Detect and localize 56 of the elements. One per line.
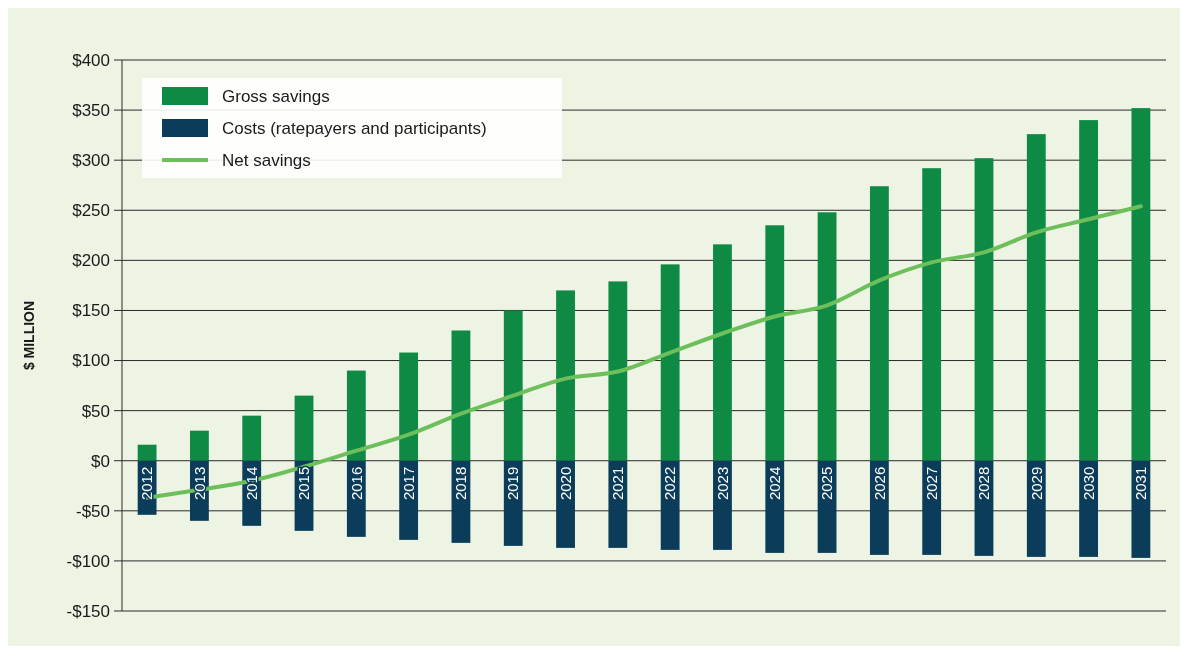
bar	[974, 158, 994, 461]
bar	[190, 430, 209, 461]
bar	[294, 395, 314, 461]
x-tick-label: 2015	[295, 466, 313, 501]
x-tick-label: 2026	[870, 466, 888, 501]
x-tick-label: 2020	[556, 466, 574, 501]
bar	[556, 290, 575, 461]
y-tick-label: $200	[72, 251, 110, 271]
x-tick-label: 2025	[818, 466, 836, 501]
x-tick-label: 2031	[1132, 466, 1150, 501]
y-tick-label: $0	[91, 451, 110, 471]
bar	[660, 264, 680, 461]
y-tick-label: $400	[72, 50, 110, 70]
x-tick-label: 2021	[609, 466, 627, 501]
legend-label: Gross savings	[222, 86, 330, 106]
x-tick-label: 2019	[504, 466, 522, 501]
x-tick-label: 2022	[661, 466, 679, 501]
x-tick-label: 2027	[922, 466, 940, 501]
x-tick-label: 2017	[399, 466, 417, 501]
x-tick-label: 2030	[1079, 466, 1097, 501]
bar	[922, 168, 942, 461]
bar	[399, 352, 419, 461]
y-tick-label: $300	[72, 151, 110, 171]
x-tick-label: 2018	[452, 466, 470, 501]
y-axis-title: $ MILLION	[21, 300, 37, 371]
x-tick-label: 2028	[975, 466, 993, 501]
bar	[765, 225, 785, 461]
x-tick-label: 2013	[190, 466, 208, 501]
bar	[137, 444, 157, 461]
bar	[503, 310, 523, 461]
bar	[242, 415, 262, 461]
bar	[451, 330, 471, 461]
x-tick-label: 2023	[713, 466, 731, 501]
x-tick-label: 2014	[242, 466, 260, 501]
y-tick-label: $100	[72, 351, 110, 371]
y-tick-label: -$50	[75, 501, 110, 521]
bar	[608, 281, 628, 461]
bar	[817, 212, 837, 461]
y-tick-label: $50	[81, 401, 110, 421]
bar	[346, 370, 366, 461]
x-tick-label: 2016	[347, 466, 365, 501]
y-tick-label: $350	[72, 101, 110, 121]
bar	[1131, 108, 1151, 461]
y-tick-label: $250	[72, 201, 110, 221]
y-tick-label: $150	[72, 301, 110, 321]
x-tick-label: 2029	[1027, 466, 1045, 501]
bar	[1079, 120, 1098, 461]
bar	[869, 186, 889, 461]
bar	[713, 244, 732, 461]
y-tick-label: -$150	[66, 601, 110, 621]
x-tick-label: 2012	[138, 466, 156, 501]
bar	[1026, 134, 1046, 461]
legend-label: Costs (ratepayers and participants)	[222, 118, 487, 138]
x-tick-label: 2024	[766, 466, 784, 501]
y-tick-label: -$100	[66, 551, 110, 571]
legend-label: Net savings	[222, 150, 311, 170]
